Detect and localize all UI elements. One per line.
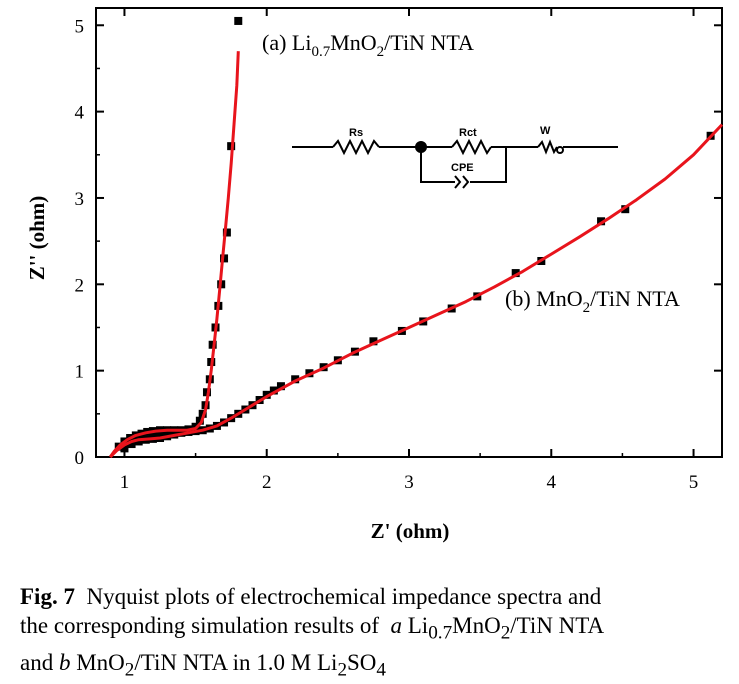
- x-tick-label: 5: [689, 472, 699, 493]
- data-point-b: [120, 444, 129, 453]
- data-point-b: [369, 337, 378, 346]
- y-tick-label: 5: [75, 16, 85, 37]
- warburg-element: [537, 139, 558, 155]
- y-tick-label: 1: [75, 362, 85, 383]
- data-point-a: [195, 416, 204, 425]
- rs-resistor: [332, 138, 380, 156]
- fit-line-a: [108, 51, 240, 458]
- data-point-b: [127, 440, 136, 449]
- caption-a-mark: a: [390, 613, 403, 638]
- figure-caption: Fig. 7 Nyquist plots of electrochemical …: [20, 582, 732, 684]
- plot-frame: [95, 7, 723, 458]
- caption-line2-prefix: the corresponding simulation results of: [20, 613, 379, 638]
- caption-b-mark: b: [58, 649, 71, 675]
- plot-border: [95, 7, 723, 458]
- rct-label: Rct: [459, 127, 477, 139]
- tick-labels: 1 2 3 4 5 0 1 2 3 4 5: [75, 16, 699, 493]
- x-tick-label: 2: [262, 472, 272, 493]
- data-point-b: [134, 437, 143, 446]
- x-axis-title: Z' (ohm): [371, 519, 450, 543]
- data-point-b: [276, 382, 285, 391]
- data-point-b: [511, 269, 520, 278]
- data-markers: [114, 16, 715, 453]
- x-tick-label: 4: [547, 472, 557, 493]
- caption-a-text: Li0.7MnO2/TiN NTA: [407, 613, 605, 644]
- rs-label: Rs: [349, 127, 363, 139]
- fit-curves: [108, 51, 724, 459]
- axis-ticks: [96, 8, 722, 458]
- data-point-b: [262, 390, 271, 399]
- rct-resistor: [451, 138, 492, 156]
- cpe-label: CPE: [451, 162, 474, 174]
- cpe-branch: [420, 147, 455, 183]
- series-a-label: (a) Li0.7MnO2/TiN NTA: [262, 30, 474, 60]
- y-tick-label: 2: [75, 275, 85, 296]
- x-tick-label: 3: [404, 472, 414, 493]
- y-axis-title: Z'' (ohm): [25, 196, 49, 281]
- y-tick-label: 3: [75, 189, 85, 210]
- data-point-a: [222, 228, 231, 237]
- nyquist-chart: 1 2 3 4 5 0 1 2 3 4 5 (a) Li0.7MnO2/TiN NTA (b) Mn…: [25, 7, 724, 543]
- data-point-a: [234, 16, 243, 25]
- x-tick-label: 1: [120, 472, 130, 493]
- y-tick-label: 0: [75, 448, 85, 469]
- caption-and: and: [20, 649, 54, 675]
- data-point-b: [269, 386, 278, 395]
- caption-line1: Nyquist plots of electrochemical impedan…: [86, 584, 602, 609]
- caption-fig-label: Fig. 7: [20, 584, 75, 609]
- data-point-b: [291, 375, 300, 384]
- caption-b-text: MnO2/TiN NTA in 1.0 M Li2SO4: [76, 649, 386, 681]
- w-label: W: [540, 125, 551, 137]
- equivalent-circuit-inset: [292, 138, 618, 189]
- fit-line-b: [109, 123, 724, 459]
- data-point-b: [621, 205, 630, 214]
- y-tick-label: 4: [75, 103, 85, 124]
- data-point-b: [597, 217, 606, 226]
- series-b-label: (b) MnO2/TiN NTA: [505, 286, 680, 316]
